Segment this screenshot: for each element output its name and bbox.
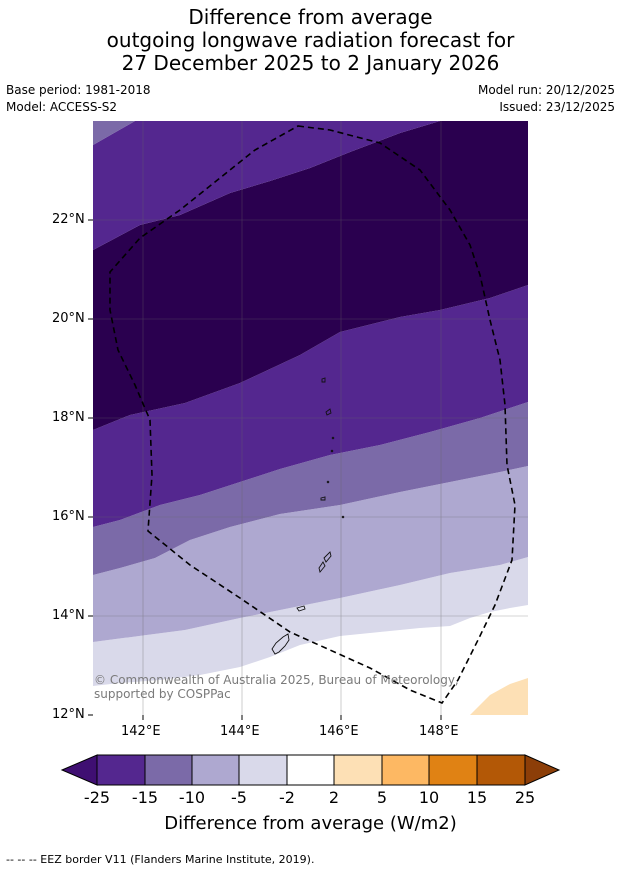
band-purple — [93, 285, 528, 527]
issued-date: Issued: 23/12/2025 — [499, 100, 615, 114]
island-tinian — [318, 561, 326, 573]
lat-label: 20°N — [52, 311, 85, 326]
colorbar-segment — [429, 755, 477, 785]
lon-label: 144°E — [220, 724, 260, 739]
eez-footnote: -- -- -- EEZ border V11 (Flanders Marine… — [6, 853, 315, 866]
colorbar-axis-label: Difference from average (W/m2) — [164, 813, 457, 834]
map-title-line-1: Difference from average — [188, 5, 433, 29]
map-title-line-2: outgoing longwave radiation forecast for — [106, 28, 515, 52]
lat-label: 22°N — [52, 212, 85, 227]
colorbar-segment — [334, 755, 382, 785]
island-dot-3 — [326, 480, 330, 484]
band-light-lavender — [93, 557, 528, 715]
colorbar-tick-label: 5 — [376, 788, 388, 807]
island-small-1 — [320, 496, 326, 501]
lon-label: 142°E — [121, 724, 161, 739]
lat-label: 16°N — [52, 509, 85, 524]
colorbar-segment — [192, 755, 239, 785]
map-graticule — [93, 121, 528, 715]
lat-label: 18°N — [52, 410, 85, 425]
lat-ticks — [88, 219, 93, 716]
colorbar-segment — [382, 755, 429, 785]
model-run: Model run: 20/12/2025 — [477, 83, 615, 97]
colorbar-segment — [239, 755, 287, 785]
band-light-orange — [470, 678, 528, 715]
island-rota — [296, 605, 306, 612]
band-medium-purple — [93, 402, 528, 575]
model-name: Model: ACCESS-S2 — [6, 100, 118, 114]
colorbar — [60, 754, 561, 786]
colorbar-tick-label: -15 — [131, 788, 159, 807]
eez-border — [109, 125, 516, 704]
colorbar-segment — [145, 755, 192, 785]
colorbar-extend-low — [60, 754, 98, 786]
island-dot-2 — [330, 449, 334, 453]
band-medium-purple-corner — [93, 121, 135, 145]
colorbar-tick-label: 10 — [418, 788, 440, 807]
colorbar-tick-label: -2 — [279, 788, 295, 807]
band-deep-purple — [93, 121, 528, 430]
colorbar-tick-label: 25 — [514, 788, 536, 807]
colorbar-dividers — [96, 754, 526, 786]
colorbar-tick-label: -5 — [231, 788, 247, 807]
colorbar-tick-label: -25 — [83, 788, 111, 807]
colorbar-tick-label: 2 — [328, 788, 340, 807]
lon-ticks — [142, 715, 442, 720]
islands — [271, 377, 345, 655]
anomaly-map — [93, 121, 528, 715]
colorbar-extend-high — [524, 754, 561, 786]
island-small-2 — [325, 408, 332, 416]
lon-label: 148°E — [419, 724, 459, 739]
lat-label: 12°N — [52, 707, 85, 722]
island-dot-1 — [331, 436, 335, 440]
colorbar-segment — [287, 755, 334, 785]
colorbar-tick-label: -10 — [178, 788, 206, 807]
colorbar-tick-label: 15 — [466, 788, 488, 807]
lat-label: 14°N — [52, 608, 85, 623]
island-dot-4 — [341, 515, 345, 519]
island-guam — [271, 633, 290, 655]
band-purple-top — [93, 121, 440, 250]
colorbar-segment — [477, 755, 525, 785]
island-small-3 — [321, 377, 326, 383]
map-title-line-3: 27 December 2025 to 2 January 2026 — [121, 51, 500, 75]
band-lavender — [93, 466, 528, 642]
island-saipan — [323, 551, 332, 563]
lon-label: 146°E — [319, 724, 359, 739]
base-period: Base period: 1981-2018 — [6, 83, 151, 97]
colorbar-segment — [97, 755, 145, 785]
copyright-notice: © Commonwealth of Australia 2025, Bureau… — [94, 673, 459, 701]
